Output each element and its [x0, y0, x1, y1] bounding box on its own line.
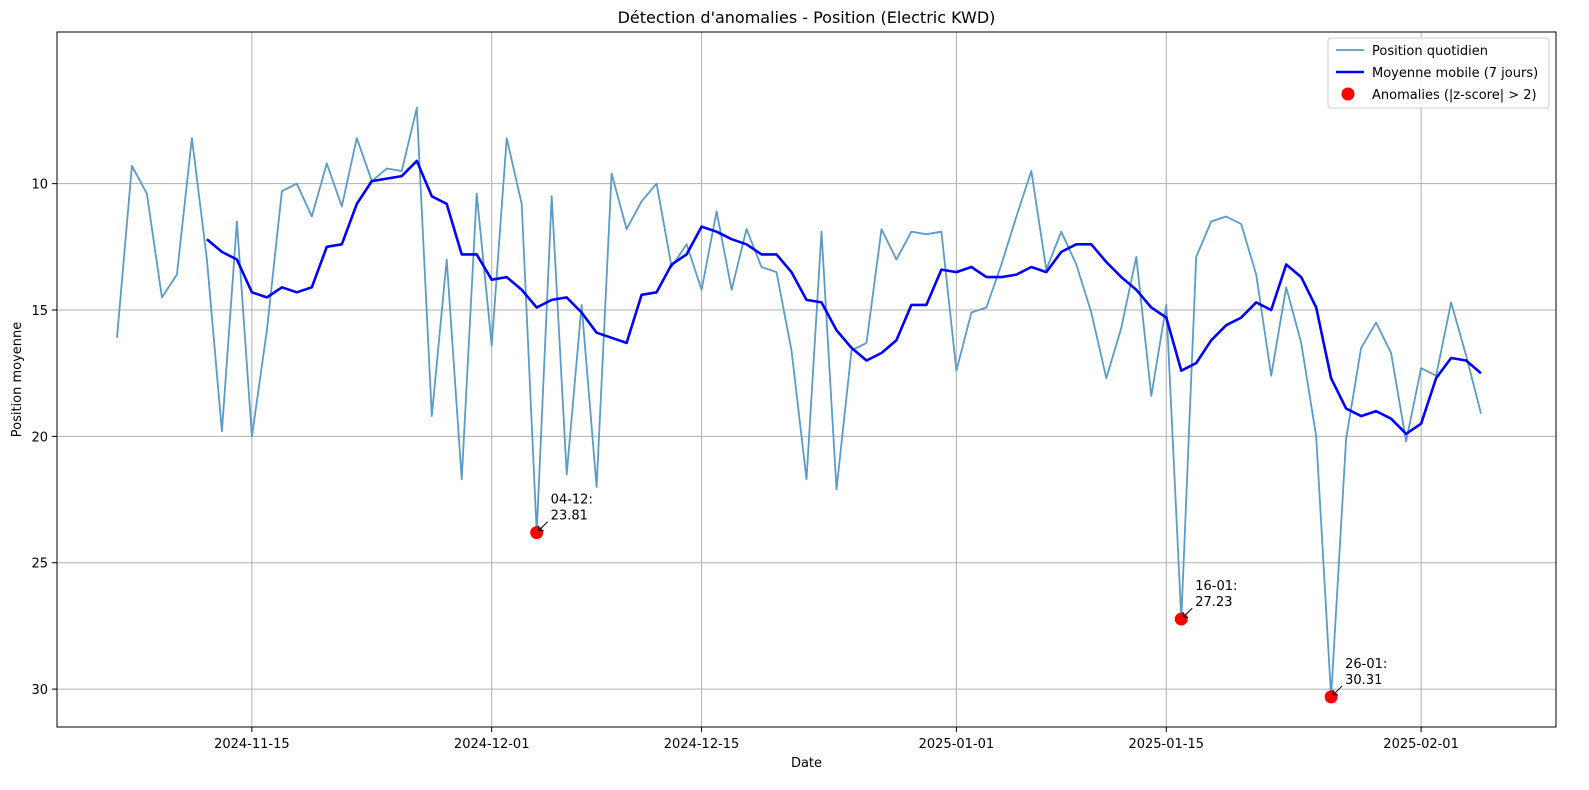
daily-position-line: [116, 106, 1482, 698]
anomaly-label-value: 30.31: [1345, 673, 1382, 688]
grid-lines: [57, 32, 1556, 727]
anomaly-arrow: [538, 521, 549, 532]
y-axis-label: Position moyenne: [10, 322, 25, 438]
y-tick-label: 15: [31, 304, 48, 319]
anomaly-arrow: [1182, 607, 1193, 618]
x-tick-label: 2024-12-15: [664, 737, 740, 752]
anomaly-arrow: [1332, 685, 1343, 696]
plot-frame: [56, 31, 1557, 728]
anomaly-label-date: 26-01:: [1345, 657, 1387, 672]
anomaly-arrow-head: [1332, 689, 1339, 696]
anomaly-label-date: 04-12:: [551, 493, 593, 508]
chart-title: Détection d'anomalies - Position (Electr…: [618, 8, 996, 27]
y-tick-label: 20: [31, 430, 48, 445]
anomaly-arrow-head: [538, 525, 544, 532]
y-tick-label: 30: [31, 683, 48, 698]
x-axis-ticks: 2024-11-15 2024-12-01 2024-12-15 2025-01-01…: [214, 727, 1459, 752]
anomaly-label-date: 16-01:: [1195, 579, 1237, 594]
moving-average-line: [206, 159, 1482, 436]
legend: Position quotidien Moyenne mobile (7 jour…: [1327, 37, 1550, 109]
legend-label: Moyenne mobile (7 jours): [1372, 66, 1538, 81]
legend-label: Position quotidien: [1372, 44, 1488, 59]
y-tick-label: 25: [31, 557, 48, 572]
x-axis-label: Date: [791, 756, 822, 771]
y-axis-ticks: 10 15 20 25 30: [31, 178, 57, 698]
anomaly-markers: 04-12:23.81 16-01:27.23 26-01:30.31: [530, 493, 1387, 704]
legend-swatch-marker: [1341, 87, 1355, 101]
series-lines: [116, 106, 1482, 698]
anomaly-label-value: 27.23: [1195, 595, 1232, 610]
anomaly-arrow-head: [1182, 612, 1189, 618]
legend-label: Anomalies (|z-score| > 2): [1372, 88, 1537, 103]
y-tick-label: 10: [31, 178, 48, 193]
x-tick-label: 2025-01-01: [919, 737, 995, 752]
x-tick-label: 2024-12-01: [454, 737, 530, 752]
x-tick-label: 2025-02-01: [1383, 737, 1459, 752]
anomaly-label-value: 23.81: [551, 509, 588, 524]
legend-box: [1327, 37, 1550, 109]
x-tick-label: 2025-01-15: [1128, 737, 1204, 752]
x-tick-label: 2024-11-15: [214, 737, 290, 752]
